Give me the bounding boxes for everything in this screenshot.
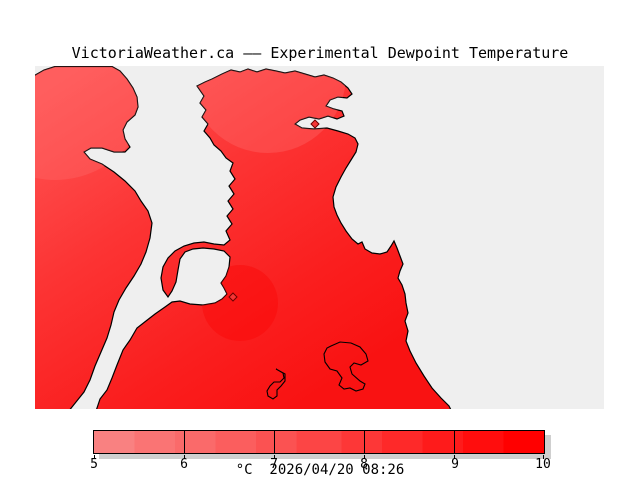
- colorbar-separator: [184, 431, 185, 453]
- colorbar-tickmark: [274, 455, 275, 459]
- colorbar-separator: [274, 431, 275, 453]
- colorbar-separator: [364, 431, 365, 453]
- temperature-colorbar: [93, 430, 545, 459]
- colorbar-separator: [454, 431, 455, 453]
- colorbar-tick-label: 5: [90, 457, 98, 472]
- colorbar-unit-and-timestamp: °C 2026/04/20 08:26: [235, 462, 405, 478]
- dewpoint-shading-west: [35, 66, 150, 180]
- colorbar-tick-label: 8: [360, 457, 368, 472]
- colorbar-tickmark: [94, 455, 95, 459]
- colorbar-tick-label: 10: [535, 457, 551, 472]
- lake-outline-large: [323, 341, 369, 392]
- station-marker-south: [228, 292, 238, 302]
- lake-outline-small: [266, 368, 286, 400]
- colorbar-tickmark: [543, 455, 544, 459]
- colorbar-tickmark: [454, 455, 455, 459]
- colorbar-tick-label: 9: [451, 457, 459, 472]
- colorbar-tickmark: [364, 455, 365, 459]
- landmass-west: [35, 66, 153, 409]
- landmass-peninsula: [96, 68, 452, 409]
- station-marker-north: [310, 119, 320, 129]
- dewpoint-shading-north: [190, 69, 346, 153]
- colorbar-tick-label: 6: [180, 457, 188, 472]
- colorbar-tick-label: 7: [270, 457, 278, 472]
- page-title: VictoriaWeather.ca —— Experimental Dewpo…: [71, 44, 569, 62]
- colorbar-tickmark: [184, 455, 185, 459]
